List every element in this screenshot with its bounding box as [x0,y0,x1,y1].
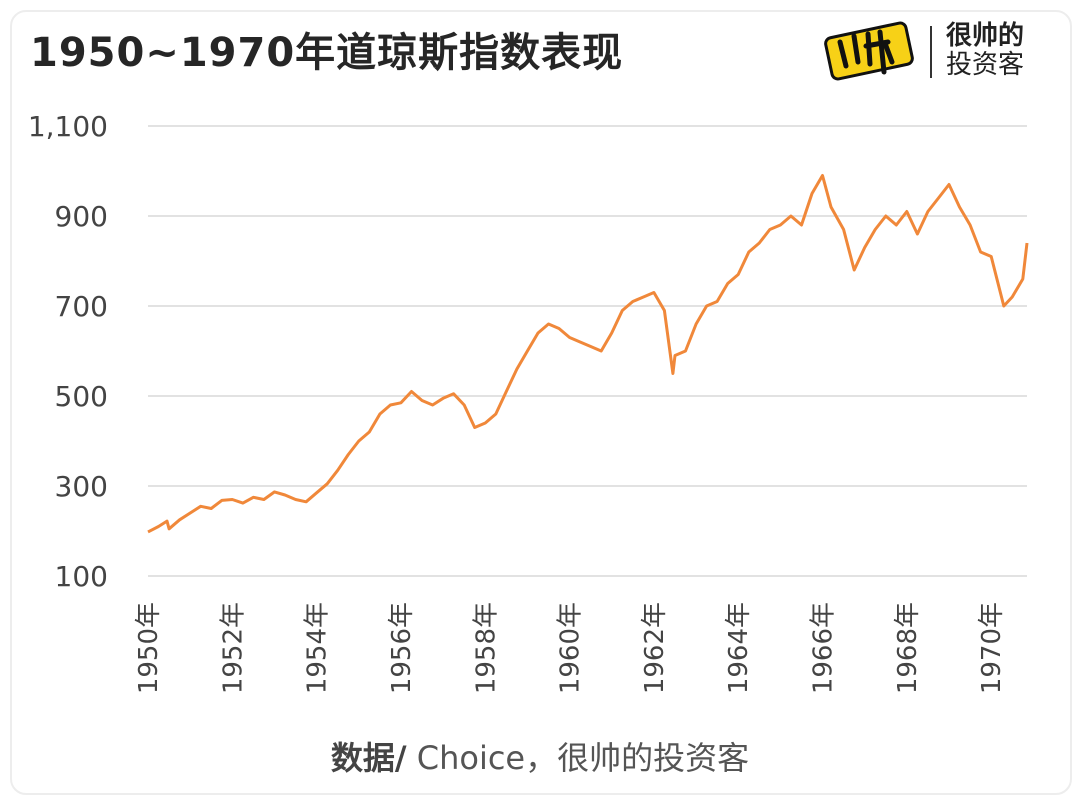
source-caption: 数据/ Choice，很帅的投资客 [0,733,1080,779]
y-tick-label: 300 [55,470,108,503]
x-tick-label: 1958年 [471,602,501,694]
source-text: Choice，很帅的投资客 [406,739,750,777]
y-tick-label: 100 [55,560,108,593]
x-tick-label: 1956年 [387,602,417,694]
source-label: 数据/ [330,739,407,777]
logo-divider [930,26,932,78]
y-tick-label: 1,100 [28,110,108,143]
x-tick-label: 1950年 [134,602,164,694]
y-tick-label: 900 [55,200,108,233]
x-tick-label: 1962年 [640,602,670,694]
logo-line2: 投资客 [946,50,1025,80]
x-tick-label: 1968年 [893,602,923,694]
x-tick-label: 1960年 [556,602,586,694]
x-axis-ticks: 1950年 1952年 1954年 1956年 1958年 1960年 1962年 1964年… [134,602,1007,694]
chart: 100 300 500 700 900 1,100 1950年 1952年 1954年 1956… [28,110,1029,694]
grid-lines [148,125,1027,577]
x-tick-label: 1966年 [809,602,839,694]
chart-card [10,10,1072,795]
x-tick-label: 1970年 [977,602,1007,694]
y-tick-label: 700 [55,290,108,323]
logo [824,21,914,81]
y-axis-ticks: 100 300 500 700 900 1,100 [28,110,108,593]
logo-mark-icon [824,21,914,81]
x-tick-label: 1964年 [724,602,754,694]
chart-title: 1950~1970年道琼斯指数表现 [30,30,624,76]
series-line [147,174,1029,534]
logo-text: 很帅的 投资客 [946,22,1024,80]
logo-line1: 很帅的 [946,21,1025,51]
x-tick-label: 1952年 [218,602,248,694]
x-tick-label: 1954年 [303,602,333,694]
y-tick-label: 500 [55,380,108,413]
